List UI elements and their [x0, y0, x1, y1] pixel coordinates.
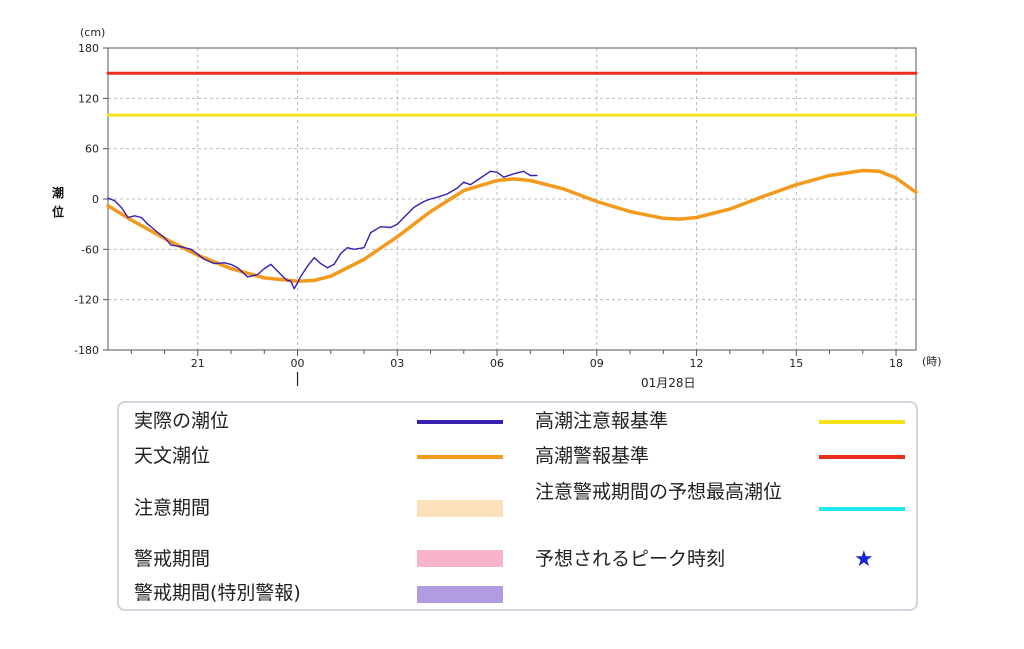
chart-grid: [108, 48, 916, 350]
tick-label-x: 09: [590, 357, 604, 370]
series-actual-tide: [107, 170, 538, 290]
legend-swatch-actual-tide: [417, 420, 503, 424]
legend-label-storm-surge-advisory-level: 高潮注意報基準: [535, 410, 669, 432]
legend-label-caution-period: 注意期間: [134, 497, 211, 519]
legend-label-forecast-max-tide: 注意警戒期間の予想最高潮位: [535, 481, 783, 503]
legend-label-expected-peak-time: 予想されるピーク時刻: [535, 548, 726, 570]
chart-series: [106, 71, 918, 290]
tick-label-x: 06: [490, 357, 504, 370]
series-astronomical-tide: [106, 168, 918, 283]
legend-swatch-storm-surge-advisory-level: [819, 420, 905, 424]
tick-label-x: 18: [889, 357, 903, 370]
legend-swatch-special-warning-period: [417, 586, 503, 603]
tick-label-y: 60: [85, 143, 99, 156]
y-axis-title-char-2: 位: [52, 204, 64, 219]
legend-swatch-storm-surge-warning-level: [819, 455, 905, 459]
legend-label-astronomical-tide: 天文潮位: [134, 445, 211, 467]
legend-label-warning-period: 警戒期間: [134, 548, 211, 570]
star-icon: ★: [854, 547, 874, 572]
tick-label-x: 12: [690, 357, 704, 370]
tick-label-y: 0: [92, 193, 99, 206]
legend-label-actual-tide: 実際の潮位: [134, 410, 230, 432]
tide-chart: 180 120 60 0 -60 -120 -180 21 00 03 06 09 12 15 18 (cm…: [52, 26, 942, 390]
tick-label-y: -60: [81, 243, 99, 256]
legend-label-special-warning-period: 警戒期間(特別警報): [134, 582, 301, 604]
x-unit-label: (時): [922, 355, 942, 368]
tick-label-y: -120: [74, 294, 99, 307]
tick-label-x: 00: [291, 357, 305, 370]
tick-label-x: 15: [789, 357, 803, 370]
legend-label-storm-surge-warning-level: 高潮警報基準: [535, 445, 650, 467]
legend-swatch-warning-period: [417, 550, 503, 567]
legend-swatch-forecast-max-tide: [819, 507, 905, 511]
axis-ticks: 180 120 60 0 -60 -120 -180 21 00 03 06 09 12 15 18: [74, 42, 903, 386]
tick-label-y: 120: [78, 92, 99, 105]
y-unit-label: (cm): [80, 26, 105, 39]
tick-label-y: 180: [78, 42, 99, 55]
tick-label-x: 03: [390, 357, 404, 370]
date-label: 01月28日: [641, 376, 696, 390]
tick-label-y: -180: [74, 344, 99, 357]
legend-swatch-caution-period: [417, 500, 503, 517]
legend-swatch-astronomical-tide: [417, 455, 503, 459]
tick-label-x: 21: [191, 357, 205, 370]
y-axis-title-char-1: 潮: [52, 185, 64, 200]
chart-legend: 実際の潮位 天文潮位 注意期間 警戒期間 警戒期間(特別警報) 高潮注意報基準 …: [117, 401, 918, 611]
